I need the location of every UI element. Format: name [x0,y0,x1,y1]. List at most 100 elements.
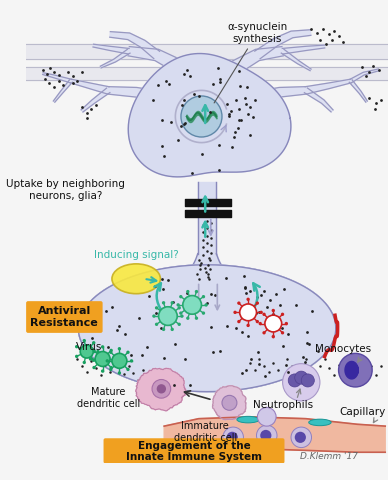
Circle shape [92,349,96,352]
Text: Engagement of the
Innate Immune System: Engagement of the Innate Immune System [126,441,262,462]
Polygon shape [211,47,283,92]
Circle shape [260,311,263,314]
Circle shape [202,312,205,315]
Polygon shape [128,47,204,92]
Circle shape [101,370,104,373]
Circle shape [109,366,113,369]
FancyBboxPatch shape [104,438,284,464]
Circle shape [130,359,133,362]
Text: Uptake by neighboring
neurons, glia?: Uptake by neighboring neurons, glia? [6,179,125,201]
Polygon shape [54,80,72,102]
Circle shape [288,374,301,387]
Circle shape [227,432,238,443]
Circle shape [183,296,201,314]
Circle shape [195,290,198,293]
Circle shape [109,368,113,371]
Circle shape [92,359,95,362]
Circle shape [112,353,127,368]
Polygon shape [93,44,129,54]
Polygon shape [349,80,367,102]
Circle shape [256,425,277,446]
Ellipse shape [309,419,331,426]
Circle shape [204,303,208,307]
Circle shape [83,339,86,342]
Circle shape [83,361,86,364]
Circle shape [233,311,237,314]
Circle shape [179,295,182,299]
Circle shape [159,307,177,325]
Circle shape [339,353,372,387]
Circle shape [223,427,243,447]
Circle shape [272,309,275,312]
Polygon shape [78,265,336,392]
Circle shape [95,351,110,366]
Polygon shape [255,30,311,59]
Circle shape [295,432,306,443]
Polygon shape [350,69,379,83]
Circle shape [179,312,182,315]
Polygon shape [305,79,351,94]
Text: Mature
dendritic cell: Mature dendritic cell [76,387,140,408]
Polygon shape [78,265,336,392]
Circle shape [262,312,266,316]
Circle shape [178,306,181,310]
Text: D.Klemm '17: D.Klemm '17 [300,452,358,461]
Ellipse shape [112,264,160,294]
Polygon shape [108,87,191,111]
Circle shape [92,366,96,369]
Circle shape [152,314,156,318]
Circle shape [262,331,266,335]
Circle shape [265,315,282,332]
Circle shape [257,408,276,426]
Polygon shape [81,88,110,112]
Circle shape [171,301,174,304]
Text: Monocytes: Monocytes [315,344,371,354]
Circle shape [186,290,189,293]
Circle shape [246,298,250,301]
Circle shape [282,364,320,401]
Circle shape [109,349,113,352]
Polygon shape [282,45,325,54]
Circle shape [126,350,130,354]
Circle shape [301,374,314,387]
Circle shape [155,306,158,310]
Polygon shape [225,87,306,111]
Circle shape [171,328,174,331]
Polygon shape [281,49,311,71]
Circle shape [246,324,250,327]
Circle shape [195,316,198,320]
Circle shape [178,323,181,326]
Text: Antiviral
Resistance: Antiviral Resistance [31,306,98,328]
Text: α-synuclein
synthesis: α-synuclein synthesis [214,22,288,103]
Polygon shape [304,88,333,112]
Circle shape [181,96,222,137]
Circle shape [177,303,180,307]
Circle shape [109,350,113,354]
Circle shape [180,314,184,318]
Circle shape [118,347,121,350]
Circle shape [237,301,241,305]
Circle shape [285,322,288,325]
Circle shape [162,328,165,331]
Text: Virus: Virus [76,342,103,352]
Circle shape [260,430,272,441]
Text: Neutrophils: Neutrophils [253,400,313,410]
Circle shape [272,335,275,338]
Circle shape [96,350,100,353]
Circle shape [186,316,189,320]
Circle shape [75,355,78,358]
Circle shape [101,345,104,348]
Text: Immature
dendritic cell: Immature dendritic cell [173,421,237,443]
Circle shape [291,427,312,447]
Polygon shape [100,49,130,68]
Polygon shape [43,72,71,83]
Polygon shape [345,361,358,379]
Circle shape [240,304,256,321]
Circle shape [106,359,109,362]
Circle shape [281,312,284,316]
Circle shape [295,371,308,384]
Circle shape [75,345,78,348]
FancyBboxPatch shape [26,301,102,333]
Circle shape [202,295,205,299]
Circle shape [126,368,130,371]
